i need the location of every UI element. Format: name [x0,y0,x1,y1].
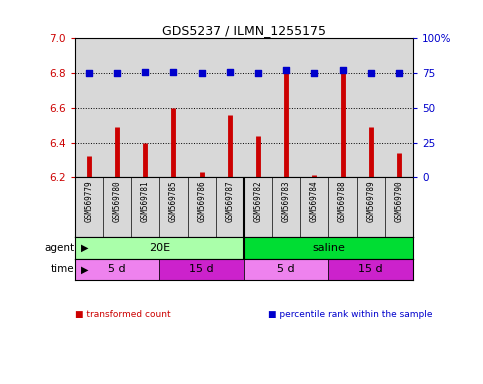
Text: GSM569779: GSM569779 [85,180,93,222]
Text: GSM569782: GSM569782 [254,180,262,222]
Point [367,70,375,76]
Point [226,69,234,75]
Bar [75,237,244,258]
Bar [244,237,413,258]
Text: agent: agent [44,243,74,253]
Bar [75,258,159,280]
Text: ▶: ▶ [81,243,88,253]
Point [170,69,177,75]
Point [254,70,262,76]
Text: ■ transformed count: ■ transformed count [75,310,170,319]
Point [311,70,318,76]
Text: GSM569780: GSM569780 [113,180,122,222]
Text: ▶: ▶ [81,265,88,275]
Point [142,69,149,75]
Text: 15 d: 15 d [189,265,214,275]
Text: 5 d: 5 d [108,265,126,275]
Text: GSM569781: GSM569781 [141,180,150,222]
Bar [159,258,244,280]
Text: time: time [51,265,74,275]
Text: 5 d: 5 d [277,265,295,275]
Point [85,70,93,76]
Point [395,70,403,76]
Bar [244,258,328,280]
Point [282,67,290,73]
Text: ■ percentile rank within the sample: ■ percentile rank within the sample [268,310,433,319]
Text: GSM569790: GSM569790 [395,180,403,222]
Text: GSM569786: GSM569786 [197,180,206,222]
Text: GSM569788: GSM569788 [338,180,347,222]
Text: GSM569785: GSM569785 [169,180,178,222]
Bar [328,258,413,280]
Title: GDS5237 / ILMN_1255175: GDS5237 / ILMN_1255175 [162,24,326,37]
Text: GSM569789: GSM569789 [366,180,375,222]
Text: GSM569784: GSM569784 [310,180,319,222]
Point [113,70,121,76]
Text: 20E: 20E [149,243,170,253]
Text: saline: saline [312,243,345,253]
Point [339,67,346,73]
Text: GSM569787: GSM569787 [226,180,234,222]
Text: GSM569783: GSM569783 [282,180,291,222]
Text: 15 d: 15 d [358,265,383,275]
Point [198,70,206,76]
